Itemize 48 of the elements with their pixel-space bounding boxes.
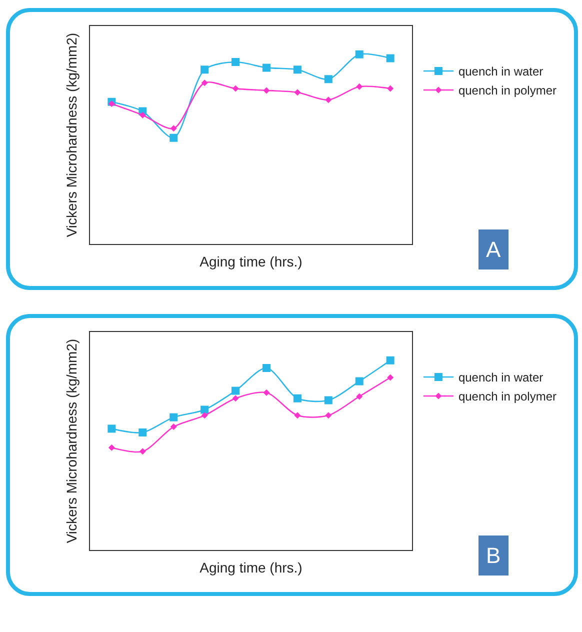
point (355, 377, 364, 386)
y-axis-title: Vickers Microhardness (kg/mm2) (64, 32, 80, 238)
point (324, 396, 332, 404)
point (201, 412, 208, 419)
point (355, 50, 364, 58)
point (263, 389, 270, 396)
point (386, 356, 394, 364)
point (324, 75, 332, 84)
point (387, 374, 394, 381)
point (294, 412, 301, 419)
legend-label: quench in polymer (458, 84, 557, 98)
point (232, 395, 239, 402)
point (325, 96, 332, 104)
text: A (486, 237, 501, 262)
x-axis-title: Aging time (hrs.) (200, 560, 302, 576)
y-axis-title: Vickers Microhardness (kg/mm2) (64, 338, 80, 544)
point (200, 66, 209, 74)
point (139, 112, 146, 118)
point (294, 89, 301, 96)
point (262, 364, 270, 372)
point (170, 424, 177, 430)
legend-label: quench in water (458, 370, 544, 385)
point (293, 66, 302, 74)
point (108, 424, 116, 433)
text: B (486, 543, 501, 568)
point (170, 134, 178, 142)
point (356, 393, 363, 400)
point (263, 87, 270, 94)
x-axis-title: Aging time (hrs.) (200, 254, 302, 270)
point (293, 394, 302, 402)
legend-label: quench in water (458, 64, 544, 79)
point (200, 406, 209, 414)
point (108, 100, 115, 107)
point (356, 83, 363, 90)
point (138, 428, 147, 436)
point (201, 80, 208, 86)
point (232, 85, 239, 92)
point (387, 85, 394, 92)
point (325, 412, 332, 419)
point (139, 448, 146, 455)
point (232, 58, 240, 66)
point (232, 386, 240, 395)
point (386, 54, 394, 62)
point (262, 64, 270, 72)
point (170, 413, 178, 422)
legend-label: quench in polymer (458, 390, 557, 404)
point (170, 125, 177, 132)
point (108, 444, 115, 451)
